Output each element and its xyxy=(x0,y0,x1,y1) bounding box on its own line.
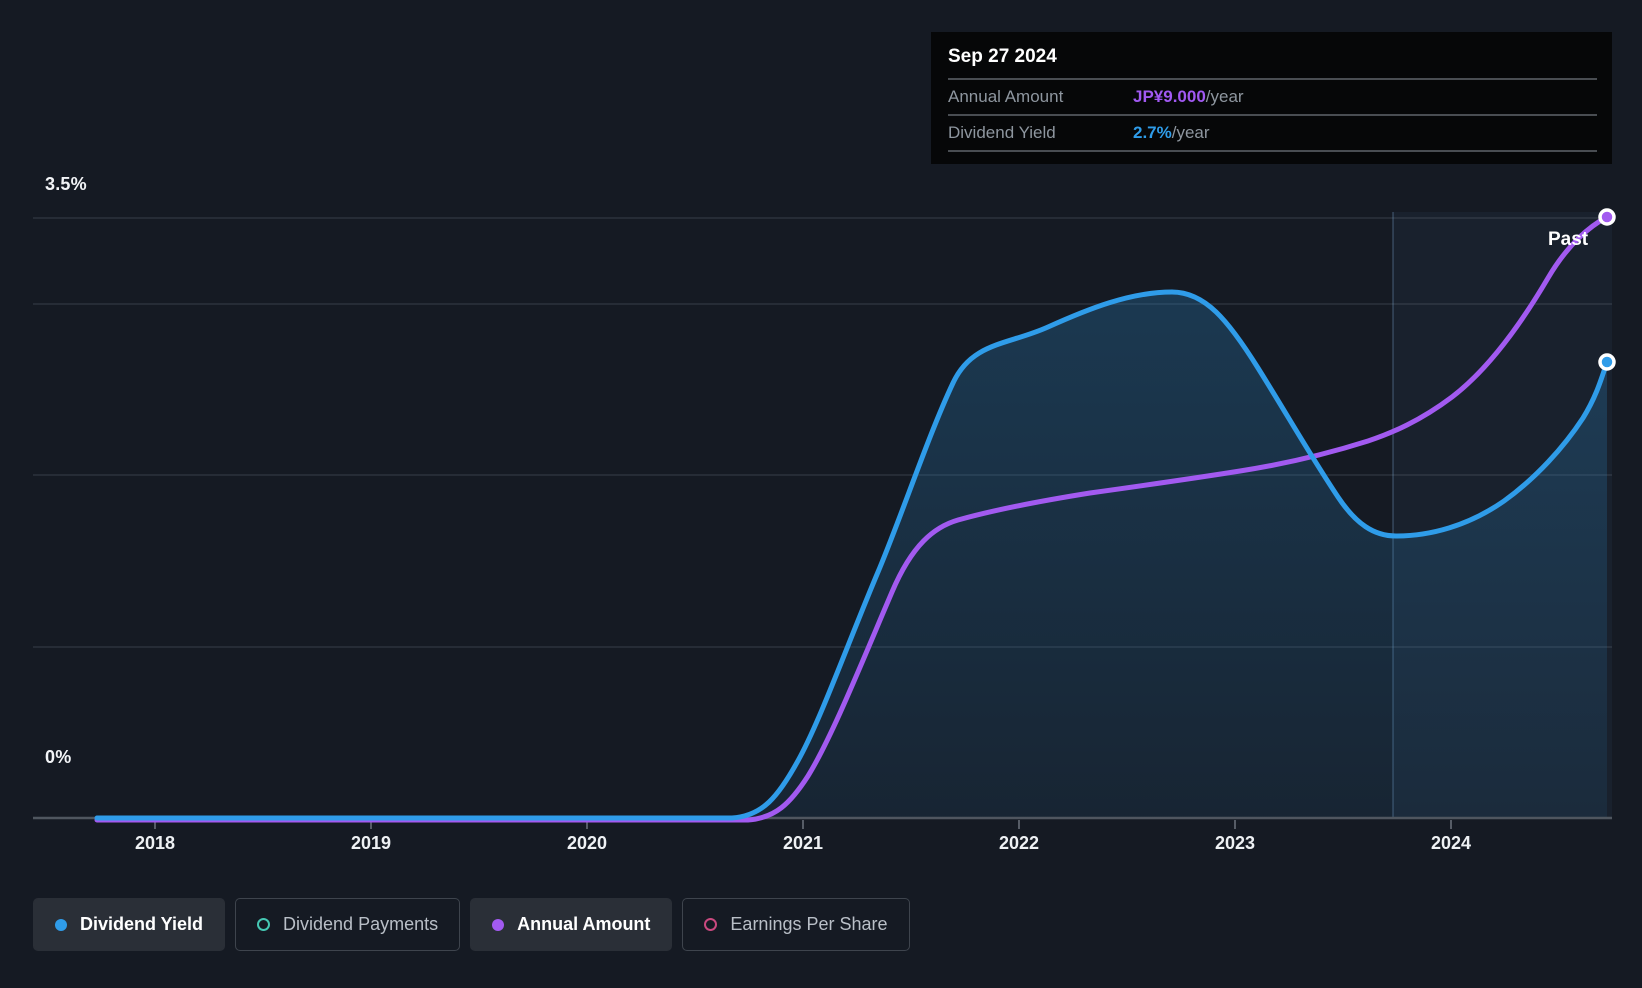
dividend-yield-area xyxy=(97,292,1607,818)
x-axis-label-2021: 2021 xyxy=(782,833,824,853)
legend-label: Dividend Yield xyxy=(80,914,204,934)
annual-amount-line[interactable] xyxy=(94,214,1610,823)
earnings-per-share-ring-icon xyxy=(704,918,718,931)
legend-toggle-earnings-per-share[interactable]: Earnings Per Share xyxy=(682,898,910,951)
dividend-yield-end-marker[interactable] xyxy=(1598,353,1616,371)
x-axis-label-2019: 2019 xyxy=(350,833,392,853)
x-axis-label-2024: 2024 xyxy=(1430,833,1472,853)
x-axis-label-2020: 2020 xyxy=(566,833,608,853)
legend-toggle-dividend-payments[interactable]: Dividend Payments xyxy=(235,898,461,951)
tooltip-row-dividend-yield: Dividend Yield 2.7% /year xyxy=(948,114,1597,152)
y-axis-label-zero: 0% xyxy=(45,747,72,767)
tooltip-value-annual-amount: JP¥9.000 xyxy=(1133,87,1206,106)
dividend-yield-dot-icon xyxy=(55,918,67,931)
legend-label: Earnings Per Share xyxy=(730,914,888,934)
annual-amount-dot-icon xyxy=(492,918,505,931)
legend-toggle-annual-amount[interactable]: Annual Amount xyxy=(470,898,673,951)
tooltip-suffix: /year xyxy=(1205,87,1244,106)
dividend-payments-ring-icon xyxy=(257,918,271,931)
chart-legend: Dividend Yield Dividend Payments Annual … xyxy=(33,898,910,951)
tooltip-row-annual-amount: Annual Amount JP¥9.000 /year xyxy=(948,78,1597,114)
legend-label: Dividend Payments xyxy=(283,914,439,934)
tooltip-value-dividend-yield: 2.7% xyxy=(1133,123,1172,142)
tooltip-suffix: /year xyxy=(1171,123,1210,142)
dividend-yield-line[interactable] xyxy=(94,289,1610,821)
y-axis-label-top: 3.5% xyxy=(45,174,87,194)
legend-toggle-dividend-yield[interactable]: Dividend Yield xyxy=(33,898,226,951)
past-label: Past xyxy=(1548,229,1589,250)
chart-tooltip: Sep 27 2024 Annual Amount JP¥9.000 /year… xyxy=(931,32,1612,164)
x-axis-label-2018: 2018 xyxy=(134,833,176,853)
tooltip-label: Annual Amount xyxy=(948,87,1064,106)
tooltip-label: Dividend Yield xyxy=(948,123,1056,142)
tooltip-date: Sep 27 2024 xyxy=(948,46,1057,67)
annual-amount-end-marker[interactable] xyxy=(1598,208,1616,226)
x-axis-label-2022: 2022 xyxy=(998,833,1040,853)
legend-label: Annual Amount xyxy=(517,914,651,934)
x-axis-label-2023: 2023 xyxy=(1214,833,1256,853)
